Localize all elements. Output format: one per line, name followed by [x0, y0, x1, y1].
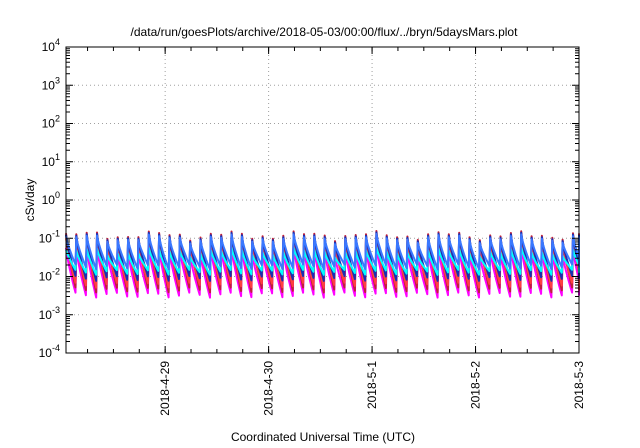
x-tick-label: 2018-5-1 — [365, 361, 379, 409]
y-tick-label: 103 — [42, 75, 60, 92]
y-tick-label: 10-3 — [39, 305, 60, 322]
y-tick-label: 100 — [42, 190, 60, 207]
axis-ticks — [66, 46, 580, 354]
chart-title: /data/run/goesPlots/archive/2018-05-03/0… — [131, 25, 519, 39]
y-tick-label: 10-4 — [39, 343, 60, 360]
series-line-5 — [65, 233, 580, 271]
x-tick-label: 2018-5-2 — [469, 361, 483, 409]
y-tick-label: 101 — [42, 152, 60, 169]
y-tick-label: 10-1 — [39, 228, 60, 245]
y-tick-label: 102 — [42, 114, 60, 131]
y-tick-label: 104 — [42, 37, 60, 54]
y-tick-labels: 10-4 10-3 10-2 10-1 100 101 102 103 104 — [39, 37, 60, 360]
plot-series — [65, 230, 580, 299]
x-tick-label: 2018-4-29 — [158, 361, 172, 416]
x-axis-label: Coordinated Universal Time (UTC) — [231, 430, 415, 444]
y-axis-label: cSv/day — [23, 179, 37, 222]
x-tick-label: 2018-5-3 — [572, 361, 586, 409]
x-tick-label: 2018-4-30 — [262, 361, 276, 416]
x-tick-labels: 2018-4-29 2018-4-30 2018-5-1 2018-5-2 2018-5… — [158, 361, 586, 416]
y-tick-label: 10-2 — [39, 267, 60, 284]
